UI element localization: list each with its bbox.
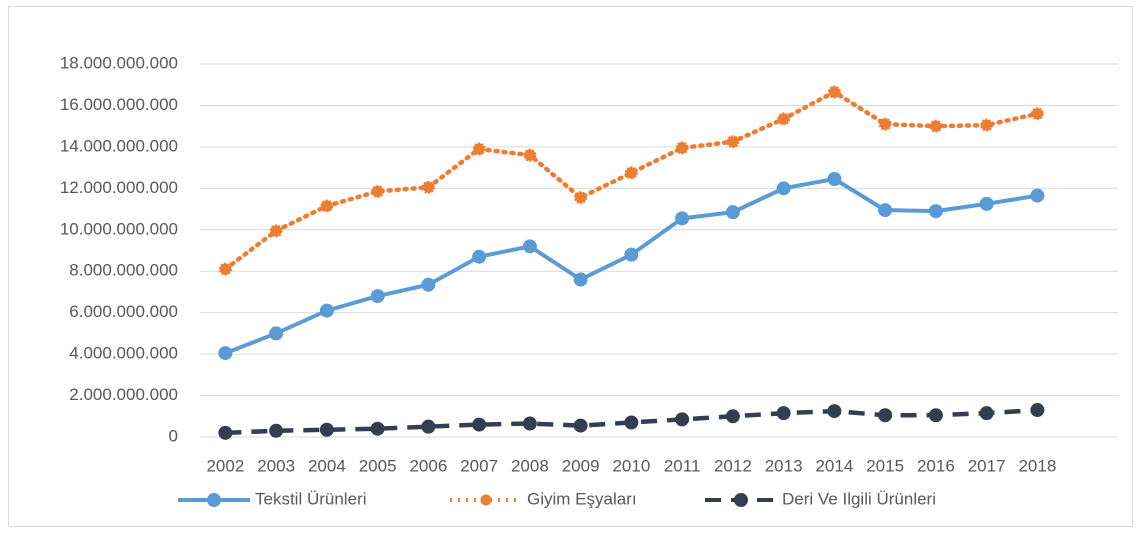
- x-tick-label: 2010: [612, 456, 650, 475]
- x-tick-label: 2007: [460, 456, 498, 475]
- data-point: [776, 181, 791, 196]
- data-point: [979, 406, 994, 421]
- x-tick-label: 2005: [359, 456, 397, 475]
- data-point: [421, 419, 436, 434]
- x-tick-label: 2011: [664, 456, 701, 475]
- data-point: [776, 406, 791, 421]
- data-point: [269, 224, 283, 238]
- data-point: [472, 142, 486, 156]
- data-point: [573, 418, 588, 433]
- data-point: [218, 262, 232, 276]
- data-point: [1030, 403, 1045, 418]
- data-point: [522, 239, 537, 254]
- legend-marker: [734, 493, 748, 507]
- data-point: [928, 408, 943, 423]
- x-tick-label: 2002: [206, 456, 244, 475]
- legend-label: Deri Ve Ilgili Ürünleri: [782, 489, 936, 508]
- data-point: [777, 112, 791, 126]
- legend-label: Giyim Eşyaları: [527, 489, 637, 508]
- data-point: [1030, 107, 1044, 121]
- y-tick-label: 0: [169, 426, 178, 445]
- x-tick-label: 2017: [968, 456, 1006, 475]
- legend-marker: [480, 494, 492, 506]
- data-point: [574, 191, 588, 205]
- data-point: [624, 415, 639, 430]
- data-point: [523, 148, 537, 162]
- y-tick-label: 16.000.000.000: [60, 95, 178, 114]
- legend-label: Tekstil Ürünleri: [255, 489, 366, 508]
- y-tick-label: 14.000.000.000: [60, 136, 178, 155]
- data-point: [370, 421, 385, 436]
- data-point: [827, 172, 842, 187]
- data-point: [675, 412, 690, 427]
- data-point: [218, 346, 233, 361]
- data-point: [827, 85, 841, 99]
- y-tick-label: 18.000.000.000: [60, 53, 178, 72]
- series-line: [223, 89, 1040, 272]
- data-point: [624, 247, 639, 262]
- chart-border: [8, 6, 1133, 527]
- x-tick-label: 2012: [714, 456, 752, 475]
- data-point: [522, 416, 537, 431]
- data-point: [979, 196, 994, 211]
- x-tick-label: 2008: [511, 456, 549, 475]
- x-tick-label: 2003: [257, 456, 295, 475]
- data-point: [878, 203, 893, 218]
- y-tick-label: 4.000.000.000: [69, 344, 178, 363]
- legend-marker: [207, 493, 221, 507]
- y-tick-label: 6.000.000.000: [69, 302, 178, 321]
- data-point: [269, 326, 284, 341]
- data-point: [878, 117, 892, 131]
- data-point: [573, 272, 588, 287]
- data-point: [472, 249, 487, 264]
- data-point: [878, 408, 893, 423]
- data-point: [371, 184, 385, 198]
- data-point: [726, 135, 740, 149]
- y-tick-label: 10.000.000.000: [60, 219, 178, 238]
- x-tick-label: 2015: [866, 456, 904, 475]
- x-tick-label: 2016: [917, 456, 955, 475]
- x-tick-label: 2009: [562, 456, 600, 475]
- data-point: [675, 211, 690, 226]
- data-point: [421, 277, 436, 292]
- data-point: [421, 180, 435, 194]
- series-line: [225, 407, 1038, 436]
- data-point: [1030, 188, 1045, 203]
- data-point: [320, 199, 334, 213]
- data-point: [725, 205, 740, 220]
- y-tick-label: 8.000.000.000: [69, 261, 178, 280]
- x-tick-label: 2004: [308, 456, 346, 475]
- data-point: [929, 119, 943, 133]
- data-point: [675, 141, 689, 155]
- data-point: [827, 404, 842, 419]
- y-tick-label: 2.000.000.000: [69, 385, 178, 404]
- data-point: [319, 303, 334, 318]
- x-tick-label: 2006: [409, 456, 447, 475]
- data-point: [928, 204, 943, 219]
- data-point: [980, 118, 994, 132]
- data-point: [319, 422, 334, 437]
- y-tick-label: 12.000.000.000: [60, 178, 178, 197]
- data-point: [370, 289, 385, 304]
- x-tick-label: 2013: [765, 456, 803, 475]
- data-point: [624, 166, 638, 180]
- data-point: [218, 425, 233, 440]
- x-tick-label: 2014: [815, 456, 853, 475]
- data-point: [725, 409, 740, 424]
- data-point: [269, 423, 284, 438]
- data-point: [472, 417, 487, 432]
- x-tick-label: 2018: [1018, 456, 1056, 475]
